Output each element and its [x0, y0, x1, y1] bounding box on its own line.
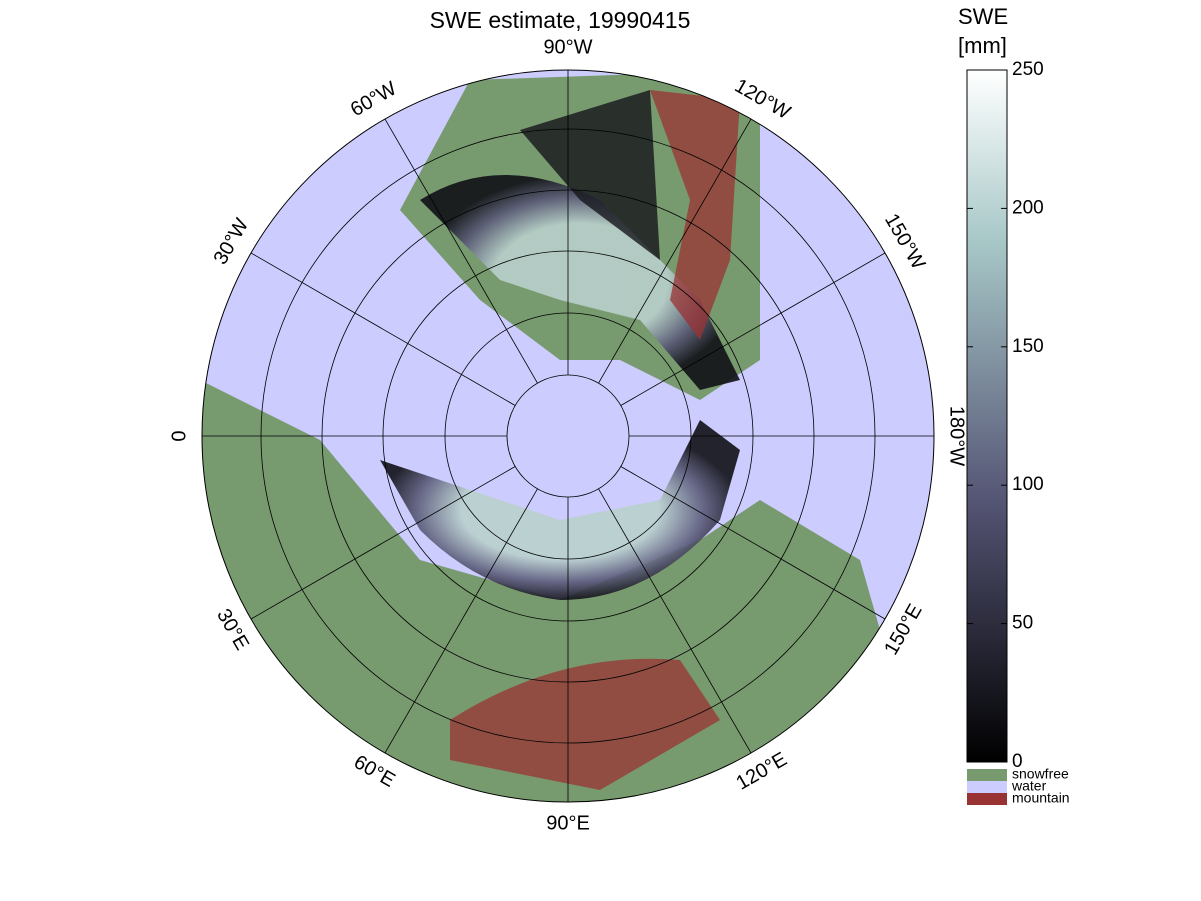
legend-swatch — [967, 781, 1007, 793]
colorbar-tick-label: 150 — [1012, 336, 1044, 357]
legend-swatch — [967, 793, 1007, 805]
meridian — [250, 466, 516, 620]
title: SWE estimate, 19990415 — [430, 7, 691, 33]
colorbar-label: [mm] — [958, 33, 1007, 58]
colorbar-tick-label: 0 — [1012, 751, 1023, 772]
meridian — [384, 488, 538, 754]
meridian — [620, 252, 886, 406]
meridian — [598, 118, 752, 384]
longitude-label: 90°E — [546, 812, 590, 834]
legend-label: water — [1011, 778, 1047, 794]
meridian — [620, 466, 886, 620]
mountain-rockies — [650, 90, 740, 340]
snow-thin — [520, 90, 660, 260]
map — [202, 70, 934, 802]
longitude-label: 90°W — [543, 36, 592, 58]
colorbar-tick-label: 200 — [1012, 197, 1044, 218]
longitude-label: 180°W — [946, 406, 968, 466]
colorbar-label: SWE — [958, 4, 1008, 29]
colorbar-tick-label: 50 — [1012, 613, 1033, 634]
colorbar — [966, 69, 1008, 763]
land-eurasia — [202, 380, 900, 802]
mountain-asia — [450, 658, 720, 790]
meridian — [250, 252, 516, 406]
meridian — [598, 488, 752, 754]
snow-eurasia — [380, 420, 740, 600]
longitude-label: 0 — [168, 430, 190, 441]
colorbar-tick-label: 100 — [1012, 474, 1044, 495]
meridian — [384, 118, 538, 384]
snow-america — [420, 175, 740, 390]
map-frame — [201, 69, 935, 803]
legend-label: snowfree — [1012, 766, 1069, 782]
legend-label: mountain — [1012, 790, 1070, 806]
graticule — [202, 70, 934, 802]
colorbar-tick-label: 250 — [1012, 59, 1044, 80]
legend-swatch — [967, 769, 1007, 781]
